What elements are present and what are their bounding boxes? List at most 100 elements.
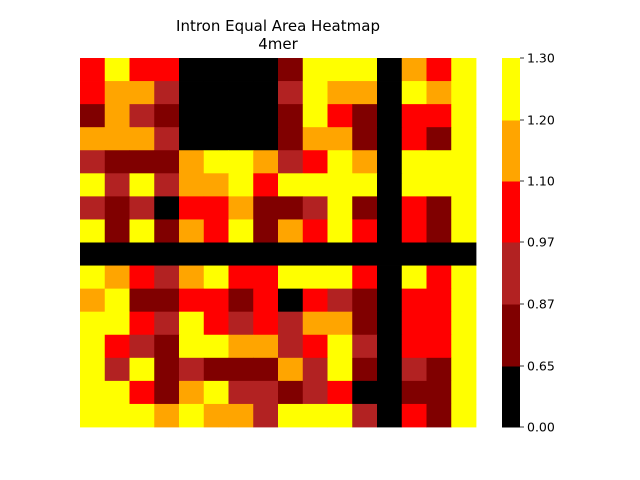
heatmap-cell (203, 334, 229, 359)
heatmap-cell (80, 265, 106, 290)
colorbar-tick-label: 0.97 (527, 235, 555, 250)
heatmap-cell (179, 81, 205, 105)
heatmap-cell (377, 219, 403, 243)
heatmap-cell (451, 242, 477, 266)
heatmap-cell (401, 334, 427, 359)
heatmap-cell (154, 219, 180, 243)
heatmap-cell (104, 58, 130, 82)
heatmap-cell (327, 288, 353, 313)
heatmap-cell (327, 265, 353, 290)
heatmap-cell (129, 288, 155, 313)
heatmap-cell (352, 219, 378, 243)
heatmap-cell (104, 288, 130, 313)
heatmap-cell (278, 173, 304, 197)
heatmap-cell (179, 104, 205, 128)
heatmap-cell (203, 219, 229, 243)
heatmap-cell (129, 196, 155, 220)
heatmap-cell (377, 242, 403, 266)
heatmap-cell (451, 219, 477, 243)
heatmap-cell (253, 242, 279, 266)
heatmap-cell (278, 219, 304, 243)
heatmap-cell (451, 127, 477, 151)
colorbar-tick-label: 1.10 (527, 174, 555, 189)
heatmap-cell (154, 150, 180, 174)
heatmap-cell (228, 403, 254, 428)
heatmap-cell (426, 127, 452, 151)
heatmap-cell (278, 357, 304, 382)
heatmap-cell (426, 403, 452, 428)
heatmap-cell (302, 127, 328, 151)
heatmap-cell (80, 196, 106, 220)
heatmap-cell (352, 173, 378, 197)
heatmap-cell (104, 150, 130, 174)
heatmap-cell (377, 150, 403, 174)
heatmap-cell (80, 81, 106, 105)
heatmap-cell (327, 219, 353, 243)
heatmap-cell (278, 242, 304, 266)
heatmap-cell (154, 58, 180, 82)
colorbar-segment (502, 242, 520, 305)
heatmap-cell (203, 104, 229, 128)
heatmap-cell (352, 104, 378, 128)
heatmap-cell (253, 219, 279, 243)
heatmap-cell (129, 219, 155, 243)
heatmap-cell (302, 58, 328, 82)
heatmap-cell (327, 104, 353, 128)
heatmap-cell (253, 403, 279, 428)
colorbar-segment (502, 181, 520, 243)
heatmap-cell (451, 311, 477, 336)
colorbar-tick-label: 1.30 (527, 51, 555, 66)
heatmap-cell (377, 196, 403, 220)
heatmap-cell (104, 173, 130, 197)
heatmap-cell (203, 81, 229, 105)
heatmap-cell (228, 242, 254, 266)
heatmap-cell (352, 150, 378, 174)
heatmap-cell (253, 196, 279, 220)
heatmap-cell (401, 127, 427, 151)
heatmap-cell (426, 150, 452, 174)
heatmap-cell (203, 242, 229, 266)
heatmap-cell (352, 334, 378, 359)
heatmap-cell (278, 196, 304, 220)
heatmap-cell (278, 311, 304, 336)
heatmap-cell (377, 173, 403, 197)
heatmap-cell (203, 173, 229, 197)
colorbar-tick-label: 0.87 (527, 297, 555, 312)
heatmap-cell (327, 403, 353, 428)
heatmap-cell (104, 127, 130, 151)
heatmap-cell (278, 265, 304, 290)
heatmap-cell (154, 403, 180, 428)
heatmap-cell (352, 311, 378, 336)
heatmap-cell (203, 196, 229, 220)
heatmap-cell (451, 58, 477, 82)
heatmap-cell (401, 357, 427, 382)
heatmap-cell (401, 219, 427, 243)
heatmap-cell (80, 242, 106, 266)
chart-subtitle: 4mer (258, 35, 298, 53)
heatmap-cell (426, 380, 452, 405)
heatmap-cell (104, 311, 130, 336)
heatmap-cell (401, 81, 427, 105)
heatmap-cell (253, 265, 279, 290)
heatmap-cell (228, 127, 254, 151)
heatmap-cell (129, 403, 155, 428)
heatmap-cell (327, 127, 353, 151)
heatmap-cell (302, 288, 328, 313)
heatmap-cell (253, 380, 279, 405)
heatmap-cell (426, 288, 452, 313)
heatmap-cell (426, 196, 452, 220)
heatmap-cell (451, 334, 477, 359)
heatmap-cell (104, 242, 130, 266)
heatmap-cell (377, 403, 403, 428)
heatmap-cell (278, 81, 304, 105)
heatmap-cell (129, 127, 155, 151)
heatmap-cell (451, 173, 477, 197)
heatmap-cell (228, 219, 254, 243)
heatmap-cell (327, 196, 353, 220)
heatmap-cell (451, 81, 477, 105)
heatmap-cell (327, 357, 353, 382)
heatmap-cell (352, 81, 378, 105)
heatmap-cell (401, 311, 427, 336)
heatmap-cell (278, 150, 304, 174)
heatmap-cell (401, 104, 427, 128)
